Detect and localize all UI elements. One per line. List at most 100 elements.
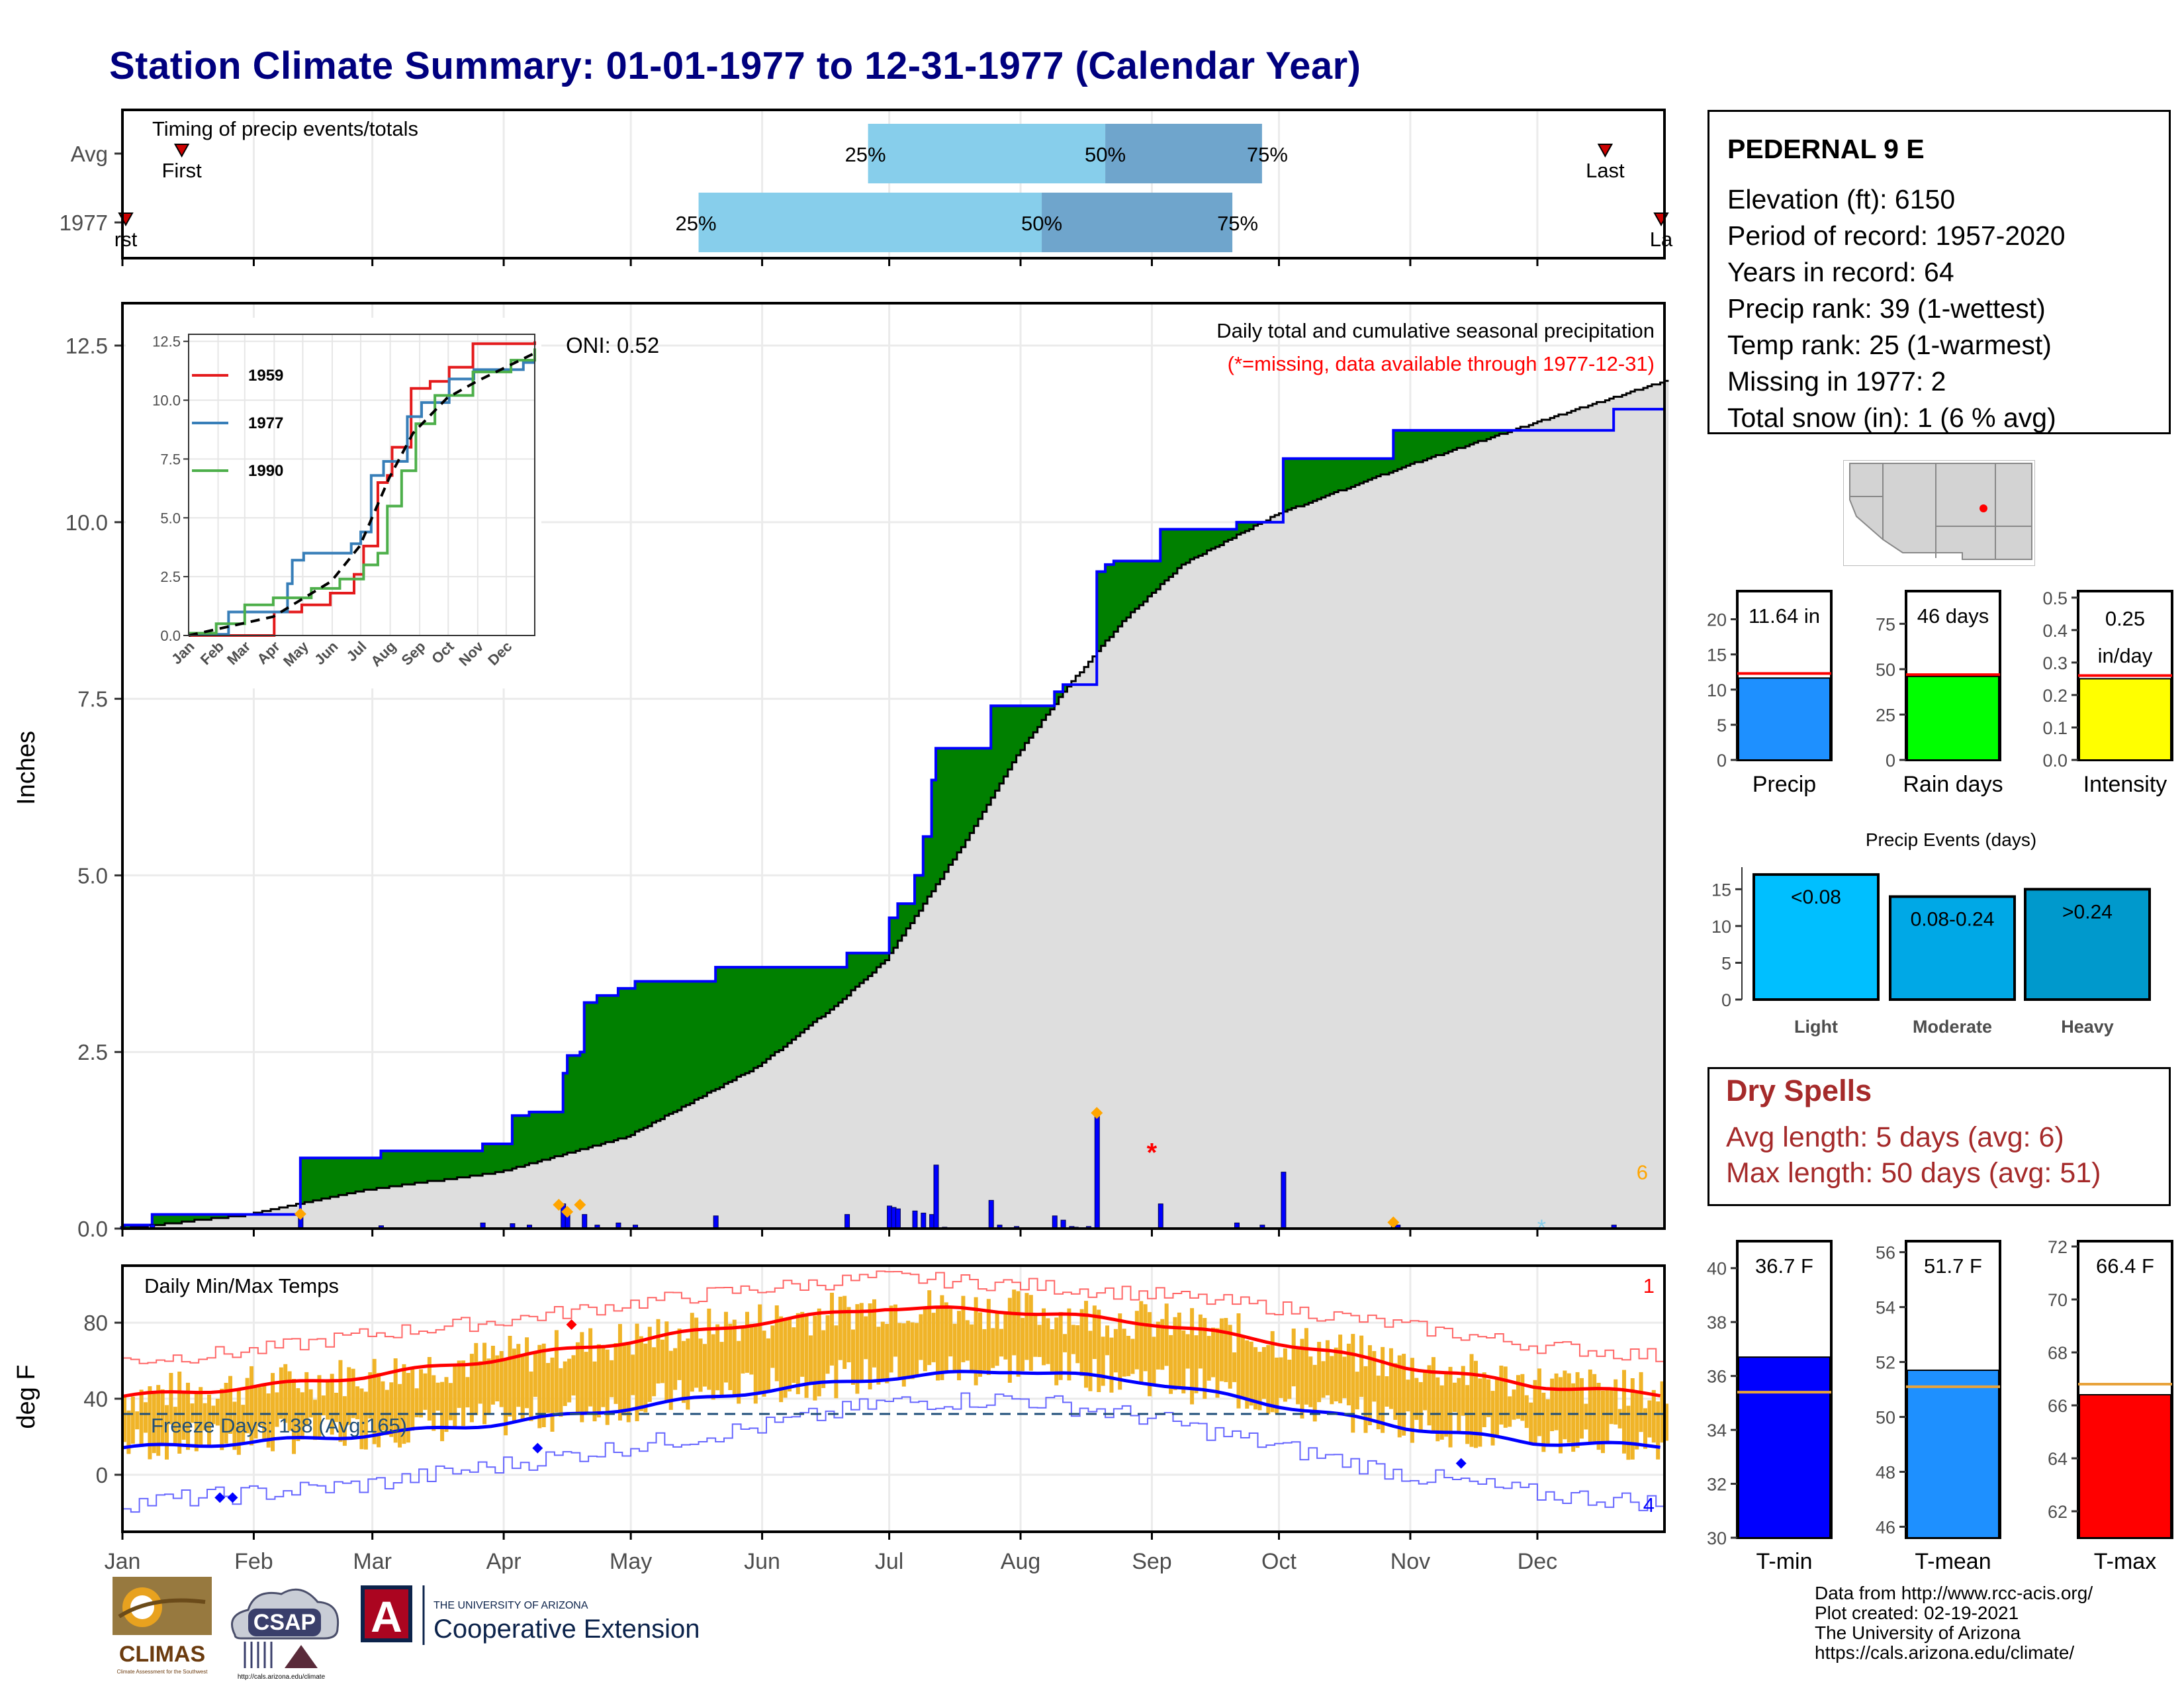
map-states [1849,463,2032,560]
mini-panel-label: T-mean [1915,1549,1991,1574]
events-bar-label: <0.08 [1791,886,1841,908]
mini-panel-ytick-label: 30 [1707,1528,1727,1548]
record-min-line [122,1392,1665,1513]
mini-panel-value: 11.64 in [1749,604,1820,628]
month-axis-label: Feb [234,1549,273,1574]
timing-25-label: 25% [845,143,886,166]
mini-panel-ytick-label: 5 [1717,716,1727,735]
max-record-count: 1 [1643,1274,1655,1297]
mini-panel-bar-t-max [2079,1394,2171,1538]
events-bar-heavy [2024,888,2151,1002]
mini-panel-ytick-label: 0.1 [2042,718,2068,738]
timing-25-50-bar [698,193,1042,252]
inset-legend-label: 1990 [248,462,283,480]
mini-panel-ytick-label: 36 [1707,1367,1727,1387]
temp-ylabel: deg F [13,1364,40,1429]
month-axis-label: Oct [1261,1549,1297,1574]
inset-series-1990 [189,348,536,635]
normal-cumulative-line [122,379,1669,1230]
mini-panel-ytick-label: 32 [1707,1475,1727,1495]
mini-panel-value: 46 days [1917,604,1989,628]
timing-50-75-bar [1042,193,1233,252]
last-label: La [1650,228,1673,251]
precip-ytick-label: 7.5 [77,687,108,712]
temp-frame [121,1264,1666,1533]
timing-title: Timing of precip events/totals [152,117,418,140]
climas-text: CLIMAS [119,1642,205,1667]
events-bar-label: >0.24 [2062,901,2113,923]
month-axis-label: May [610,1549,652,1574]
timing-50-label: 50% [1085,143,1126,166]
month-axis-label: Aug [1001,1549,1041,1574]
mini-panel-label: T-max [2094,1549,2156,1574]
mini-panel-bar-intensity [2079,678,2171,761]
month-axis-label: Jan [105,1549,141,1574]
temp-record-marker [227,1492,238,1503]
inset-series-1977 [189,361,535,636]
ua-letter: A [371,1592,402,1641]
last-event-marker [1597,144,1614,158]
mini-panel-ytick-label: 0.5 [2042,588,2068,608]
mini-panel-ytick-label: 50 [1876,1407,1895,1427]
first-event-marker [173,144,190,158]
snow-marker [574,1198,586,1211]
temp-ytick-label: 80 [83,1311,108,1335]
mini-panel-label: Rain days [1903,772,2003,797]
mini-panel-ytick-label: 20 [1707,610,1727,630]
events-ytick-label: 15 [1711,880,1731,900]
dry-spells-max: Max length: 50 days (avg: 51) [1726,1157,2101,1189]
events-bar-light [1752,873,1880,1001]
timing-50-75-bar [1105,124,1262,183]
inset-frame [188,334,535,636]
dry-spells-title: Dry Spells [1726,1074,1872,1107]
snow-marker [561,1205,574,1218]
station-temp-rank: Temp rank: 25 (1-warmest) [1727,330,2052,360]
mini-panel-value-unit: in/day [2098,644,2153,667]
mini-panel-ytick-label: 10 [1707,680,1727,700]
mini-panel-ytick-label: 75 [1876,614,1895,634]
mini-panel-ytick-label: 0.3 [2042,653,2068,673]
csap-logo: CSAP http://cals.arizona.edu/climate [231,1588,340,1681]
mini-panel-ytick-label: 66 [2048,1396,2068,1416]
precip-ytick-label: 2.5 [77,1040,108,1064]
mini-panel-ytick-label: 48 [1876,1462,1895,1482]
normal-max-line [122,1305,1661,1398]
events-bar-label: 0.08-0.24 [1911,908,1995,930]
mini-panel-bar-rain-days [1907,675,1999,761]
mini-panel-ytick-label: 46 [1876,1517,1895,1537]
climas-logo: CLIMAS Climate Assessment for the Southw… [113,1577,212,1675]
month-axis-label: Mar [353,1549,392,1574]
mini-panel-label: Precip [1752,772,1816,797]
temp-ytick-label: 40 [83,1387,108,1411]
mini-panel-bar-t-min [1738,1356,1831,1538]
mini-panel-value: 66.4 F [2096,1254,2154,1278]
inset-ytick-label: 12.5 [152,334,181,350]
station-precip-rank: Precip rank: 39 (1-wettest) [1727,293,2046,324]
mini-panel-ytick-label: 0 [1886,751,1895,771]
month-axis-label: Jul [875,1549,903,1574]
oni-label: ONI: 0.52 [566,333,659,357]
mini-panel-label: Intensity [2083,772,2167,797]
missing-data-marker: * [1147,1139,1158,1168]
events-bar-moderate [1889,895,2016,1002]
station-snow: Total snow (in): 1 (6 % avg) [1727,402,2056,433]
inset-ytick-label: 10.0 [152,393,181,409]
mini-panel-value: 51.7 F [1924,1254,1982,1278]
precip-ytick-label: 12.5 [66,334,108,358]
min-record-count: 4 [1643,1493,1655,1517]
normal-cumulative-area [122,381,1669,1229]
inset-normal-line [188,352,535,637]
temp-ytick-label: 0 [96,1463,108,1487]
mini-panel-ytick-label: 0.2 [2042,686,2068,706]
precip-subtitle: (*=missing, data available through 1977-… [1228,352,1655,375]
events-category-label: Moderate [1913,1017,1992,1037]
month-axis-label: Nov [1390,1549,1430,1574]
cooperative-extension-text: Cooperative Extension [433,1615,700,1644]
mini-panel-ytick-label: 70 [2048,1290,2068,1310]
normal-min-line [122,1370,1661,1450]
csap-text: CSAP [253,1610,316,1635]
timing-25-50-bar [868,124,1106,183]
station-name: PEDERNAL 9 E [1727,134,1925,164]
